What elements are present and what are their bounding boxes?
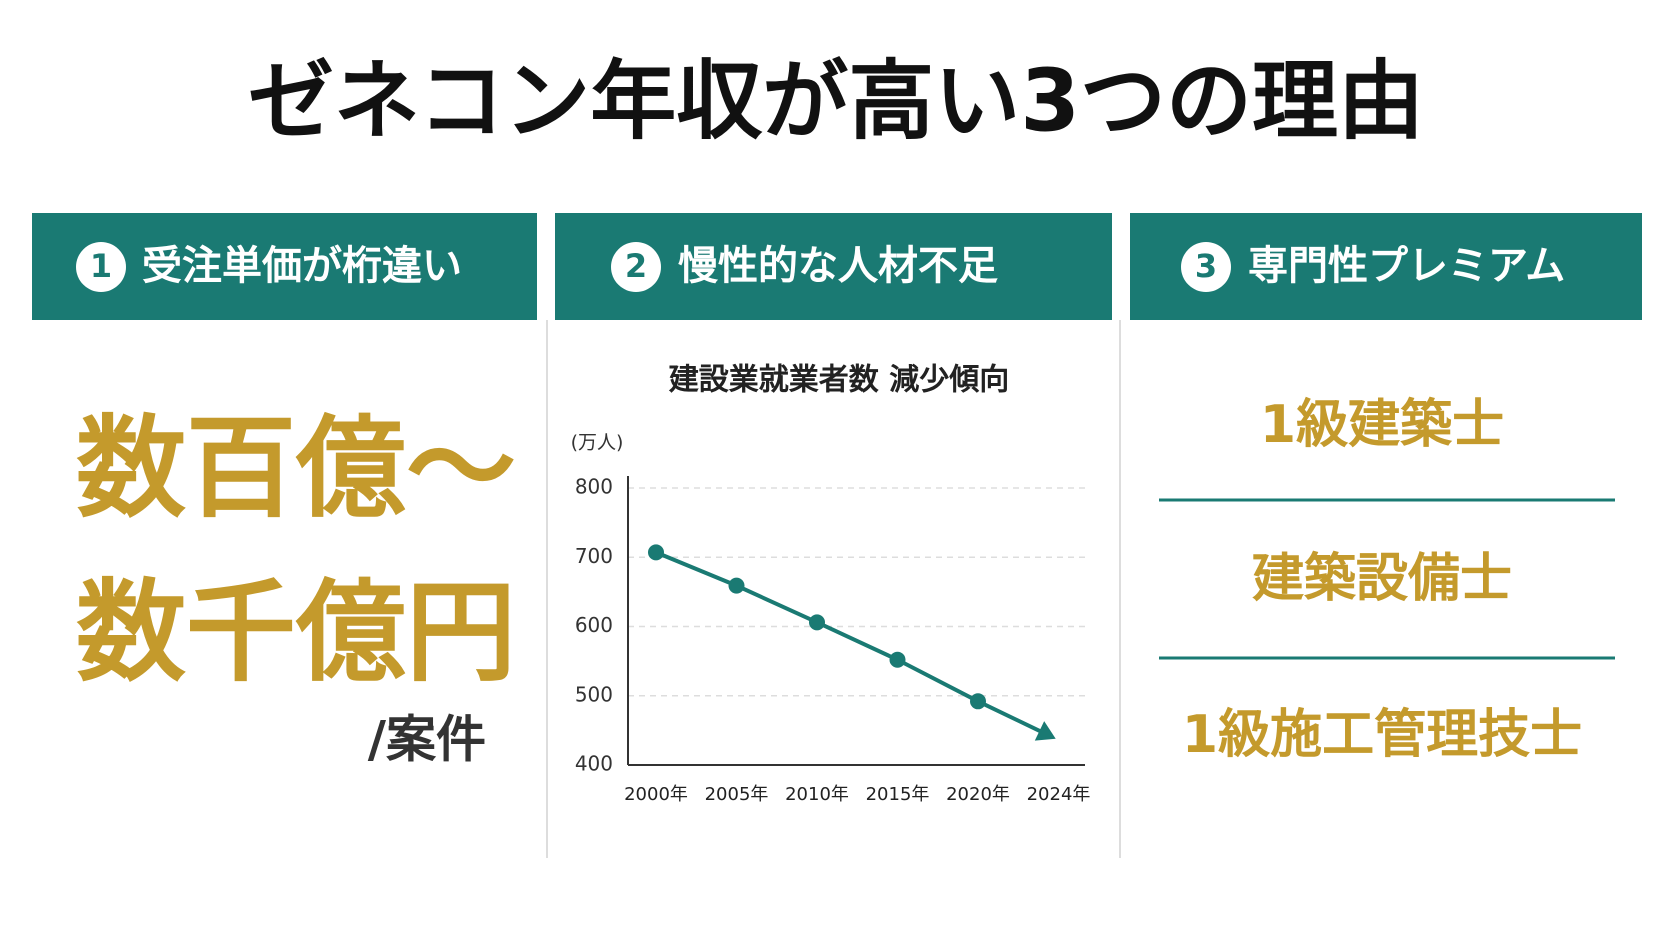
- arrow-head: [1034, 721, 1056, 741]
- data-point: [809, 614, 825, 631]
- trend-line: [655, 550, 1050, 738]
- number: 1: [90, 247, 112, 285]
- big-figure: 数百億～: [76, 404, 516, 532]
- x-tick-label: 2015年: [866, 784, 930, 805]
- number: 2: [625, 247, 647, 285]
- y-tick-label: 600: [575, 613, 613, 637]
- data-point: [970, 693, 986, 710]
- number-badge: [1181, 242, 1231, 292]
- qualification: 建築設備士: [1252, 549, 1512, 609]
- chart: 400 500 600 700 800 2000年 2005年 2010年 2015年 2020年…: [575, 475, 1091, 806]
- y-tick-label: 700: [575, 544, 613, 568]
- unit-note: /案件: [368, 711, 486, 769]
- main-title: ゼネコン年収が高い3つの理由: [248, 51, 1424, 151]
- qualification: 1級施工管理技士: [1182, 705, 1582, 765]
- x-tick-label: 2000年: [624, 784, 688, 805]
- y-tick-label: 800: [575, 475, 613, 499]
- big-figure: 数千億円: [76, 568, 516, 696]
- x-tick-label: 2020年: [946, 784, 1010, 805]
- number-badge: [76, 242, 126, 292]
- x-tick-label: 2024年: [1027, 784, 1091, 805]
- y-tick-label: 500: [575, 682, 613, 706]
- number-badge: [611, 242, 661, 292]
- x-tick-label: 2010年: [785, 784, 849, 805]
- panel-heading: 慢性的な人材不足: [678, 243, 998, 289]
- panel-heading: 受注単価が桁違い: [142, 243, 462, 289]
- panel-heading: 専門性プレミアム: [1248, 243, 1565, 289]
- data-point: [728, 577, 745, 594]
- y-tick-label: 400: [575, 752, 613, 776]
- y-axis-label: (万人): [571, 432, 624, 454]
- chart-title: 建設業就業者数 減少傾向: [669, 363, 1009, 398]
- data-point: [648, 544, 664, 561]
- x-tick-label: 2005年: [705, 784, 769, 805]
- qualification: 1級建築士: [1260, 395, 1504, 455]
- data-point: [889, 651, 906, 668]
- number: 3: [1195, 247, 1217, 285]
